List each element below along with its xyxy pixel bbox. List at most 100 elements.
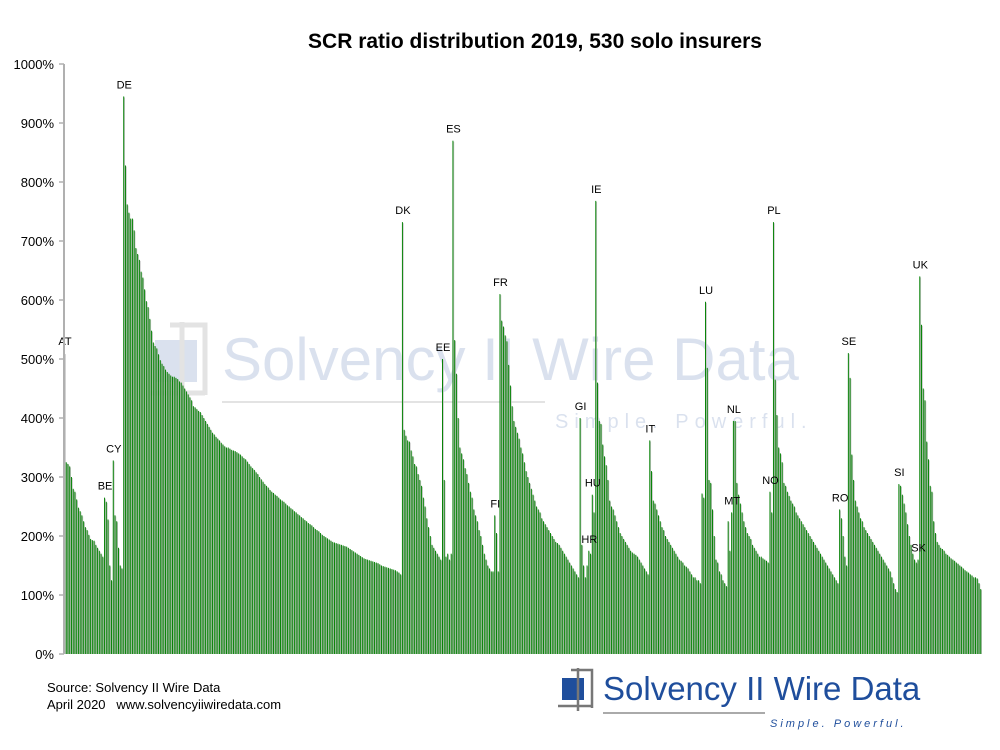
bar-PL: [820, 553, 821, 654]
bar-LU: [710, 482, 712, 654]
bar-shadow: [491, 572, 493, 654]
bar-shadow: [834, 578, 836, 654]
bar-shadow: [535, 501, 537, 654]
bar-SE: [879, 553, 881, 654]
country-label-NO: NO: [762, 475, 779, 487]
bar-shadow: [711, 483, 712, 654]
bar-PL: [811, 538, 813, 654]
bar-IE: [647, 574, 649, 654]
bar-shadow: [406, 436, 408, 654]
bar-IT: [670, 544, 672, 654]
bar-shadow: [333, 542, 334, 654]
bar-shadow: [472, 498, 474, 654]
bar-SI: [901, 494, 903, 654]
bar-shadow: [559, 545, 561, 654]
bar-IT: [680, 560, 682, 654]
bar-NL: [752, 544, 754, 654]
bar-DK: [438, 556, 440, 654]
bar-DE: [245, 459, 247, 654]
bar-shadow: [124, 97, 125, 654]
bar-GI: [583, 565, 585, 654]
bar-IE: [598, 420, 600, 654]
bar-RO: [840, 518, 842, 654]
bar-shadow: [737, 483, 739, 654]
bar-UK: [934, 533, 936, 654]
bar-shadow: [425, 507, 427, 654]
bar-shadow: [721, 575, 723, 654]
bar-shadow: [890, 572, 892, 654]
bar-shadow: [529, 483, 531, 654]
bar-shadow: [608, 480, 610, 654]
bar-shadow: [103, 557, 105, 654]
bar-DE: [271, 491, 273, 654]
bar-shadow: [66, 463, 68, 654]
bar-shadow: [749, 537, 751, 654]
bar-UK: [975, 577, 976, 654]
bar-shadow: [698, 581, 700, 654]
bar-IT: [677, 556, 679, 654]
country-label-UK: UK: [913, 259, 929, 271]
bar-shadow: [380, 565, 382, 654]
bar-shadow: [157, 349, 159, 654]
bar-shadow: [813, 542, 815, 654]
bar-SE: [853, 479, 855, 654]
bar-DE: [205, 420, 207, 654]
bar-shadow: [582, 545, 584, 654]
bar-shadow: [360, 557, 362, 654]
bar-shadow: [817, 548, 819, 654]
bar-shadow: [364, 559, 366, 654]
bar-shadow: [543, 522, 545, 654]
bar-DE: [165, 369, 166, 654]
bar-shadow: [838, 584, 840, 654]
country-label-HR: HR: [581, 534, 597, 546]
bar-HU: [593, 512, 595, 654]
bar-IT: [666, 538, 668, 654]
bar-shadow: [355, 553, 357, 654]
bar-shadow: [637, 557, 639, 654]
bar-DE: [208, 426, 210, 654]
bar-PL: [802, 524, 804, 654]
bar-shadow: [949, 557, 951, 654]
bar-FR: [502, 326, 504, 654]
bar-shadow: [460, 448, 462, 654]
bar-DE: [173, 376, 175, 654]
bar-DE: [192, 406, 194, 654]
bar-shadow: [435, 551, 437, 654]
bar-NL: [764, 559, 766, 654]
bar-DE: [293, 511, 295, 654]
bar-shadow: [402, 223, 404, 654]
bar-PL: [821, 556, 823, 654]
bar-DE: [332, 541, 334, 654]
bar-shadow: [392, 570, 394, 654]
bar-shadow: [601, 424, 603, 654]
bar-shadow: [782, 463, 784, 654]
bar-DE: [281, 500, 283, 654]
bar-GI: [579, 418, 581, 654]
bar-IT: [649, 440, 651, 654]
bar-NL: [732, 420, 734, 654]
bar-DK: [421, 485, 423, 654]
bar-shadow: [488, 566, 490, 654]
watermark-logo: Solvency II Wire Data Simple. Powerful.: [150, 322, 807, 433]
bar-PL: [800, 521, 802, 654]
bar-shadow: [207, 424, 209, 654]
bar-AT: [77, 507, 79, 654]
bar-DE: [140, 271, 142, 654]
bar-LU: [705, 301, 706, 654]
bar-shadow: [94, 541, 96, 654]
bar-IT: [659, 521, 661, 654]
bar-ES: [462, 459, 464, 654]
bar-shadow: [742, 513, 744, 654]
bar-DE: [276, 495, 278, 654]
bar-DE: [147, 307, 149, 654]
bar-FR: [551, 536, 553, 654]
bar-shadow: [864, 528, 866, 654]
bar-IE: [619, 533, 621, 654]
bar-shadow: [268, 488, 270, 654]
bar-DE: [354, 552, 356, 654]
bar-PL: [793, 506, 795, 654]
bar-ES: [457, 418, 459, 654]
bar-DE: [313, 527, 315, 654]
bar-DE: [222, 444, 224, 654]
bar-shadow: [263, 482, 265, 654]
